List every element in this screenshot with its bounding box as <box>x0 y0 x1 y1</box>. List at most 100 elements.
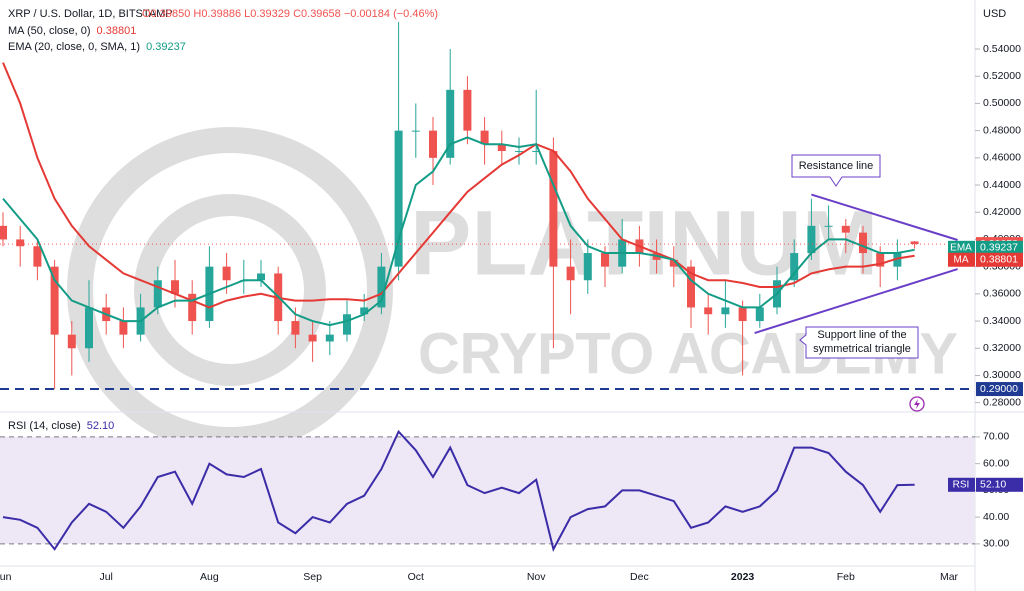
candle-body <box>669 259 678 267</box>
candle-body <box>188 293 197 322</box>
price-badge <box>976 477 1023 492</box>
annotation-box <box>799 326 919 359</box>
candle-body <box>910 241 919 245</box>
symbol-title: XRP / U.S. Dollar, 1D, BITSTAMP <box>8 8 173 20</box>
x-tick-label: Mar <box>940 571 959 583</box>
candle-body <box>532 151 541 153</box>
badge-tag <box>948 240 975 255</box>
y-tick-label: 0.34000 <box>983 315 1021 327</box>
badge-tag <box>948 252 975 267</box>
candle-body <box>566 266 575 281</box>
rsi-line <box>2 429 915 552</box>
candle-body <box>85 307 93 349</box>
badge-value: 52.10 <box>980 479 1006 491</box>
candle-body <box>343 314 351 335</box>
candle-body <box>291 321 300 335</box>
badge-tag <box>948 477 975 492</box>
y-tick-label: 0.50000 <box>983 97 1021 109</box>
annotation-box <box>791 154 881 187</box>
candle-body <box>222 266 231 281</box>
legend-value: 52.10 <box>87 420 115 432</box>
y-tick-label: 40.00 <box>983 511 1009 523</box>
badge-tag-text: RSI <box>953 479 970 490</box>
badge-value: 0.39237 <box>980 242 1018 254</box>
candle-body <box>583 253 592 281</box>
candle-body <box>377 266 386 308</box>
y-tick-label: 0.52000 <box>983 70 1021 82</box>
watermark-text: PLATINUM <box>410 192 878 294</box>
annotation-text: Resistance line <box>799 160 874 172</box>
y-tick-label: 0.48000 <box>983 124 1021 136</box>
legend-name: EMA (20, close, 0, SMA, 1) <box>8 41 140 53</box>
candle-body <box>16 239 25 247</box>
indicator-line <box>2 62 915 309</box>
candle-body <box>738 307 747 322</box>
y-tick-label: 0.32000 <box>983 342 1021 354</box>
price-badge <box>976 252 1023 267</box>
legend-value: 0.38801 <box>97 25 137 37</box>
y-tick-label: 0.42000 <box>983 206 1021 218</box>
candle-body <box>446 89 455 158</box>
y-tick-label: 30.00 <box>983 538 1009 550</box>
x-tick-label: Jul <box>99 571 112 583</box>
candle-body <box>360 307 369 315</box>
y-tick-label: 0.46000 <box>983 152 1021 164</box>
x-tick-label: Nov <box>527 571 546 583</box>
candle-body <box>876 253 885 267</box>
y-tick-label: 0.44000 <box>983 179 1021 191</box>
x-tick-label: Feb <box>837 571 855 583</box>
x-tick-label: Sep <box>303 571 322 583</box>
legend-name: MA (50, close, 0) <box>8 25 91 37</box>
indicator-line <box>2 136 915 327</box>
x-tick-label: Aug <box>200 571 219 583</box>
candle-body <box>497 144 506 152</box>
badge-value: 0.38801 <box>980 254 1018 266</box>
trendline <box>811 193 958 241</box>
alert-icon <box>909 396 925 412</box>
candle-body <box>411 130 420 132</box>
candle-body <box>119 321 128 335</box>
y-tick-label: 0.28000 <box>983 396 1021 408</box>
price-badge <box>976 240 1023 255</box>
ohlc: O0.39850 H0.39886 L0.39329 C0.39658 −0.0… <box>142 8 438 20</box>
y-tick-label: 0.54000 <box>983 43 1021 55</box>
x-tick-label: Jun <box>0 571 12 583</box>
y-tick-label: 0.36000 <box>983 288 1021 300</box>
candle-body <box>807 225 816 254</box>
candle-body <box>0 225 7 240</box>
candle-body <box>601 253 609 267</box>
candle-body <box>704 307 713 315</box>
badge-tag-text: MA <box>954 254 969 265</box>
annotation-text: Support line of the <box>817 329 906 341</box>
candle-body <box>325 334 334 342</box>
badge-tag-text: EMA <box>950 242 972 253</box>
candle-body <box>67 334 76 349</box>
x-tick-label: 2023 <box>731 571 755 583</box>
price-badge <box>976 382 1023 397</box>
candle-body <box>893 253 902 267</box>
candle-body <box>50 266 59 335</box>
candle-body <box>515 151 523 153</box>
y-tick-label: 60.00 <box>983 457 1009 469</box>
candle-body <box>153 280 162 308</box>
candle-body <box>171 280 179 294</box>
candle-body <box>841 225 850 233</box>
y-tick-label: 70.00 <box>983 431 1009 443</box>
currency: USD <box>983 8 1006 20</box>
candle-body <box>308 334 317 342</box>
x-tick-label: Dec <box>630 571 649 583</box>
candle-body <box>480 130 489 145</box>
legend-name: RSI (14, close) <box>8 420 81 432</box>
candle-body <box>549 151 558 267</box>
candle-body <box>859 232 867 254</box>
trendline <box>754 268 958 334</box>
candle-body <box>394 130 403 267</box>
rsi-band <box>0 436 975 544</box>
candle-body <box>790 253 799 281</box>
candle-body <box>429 130 437 158</box>
candle-body <box>687 266 695 308</box>
badge-value: 0.29000 <box>980 383 1018 395</box>
legend-value: 0.39237 <box>146 41 186 53</box>
candle-body <box>721 307 730 315</box>
